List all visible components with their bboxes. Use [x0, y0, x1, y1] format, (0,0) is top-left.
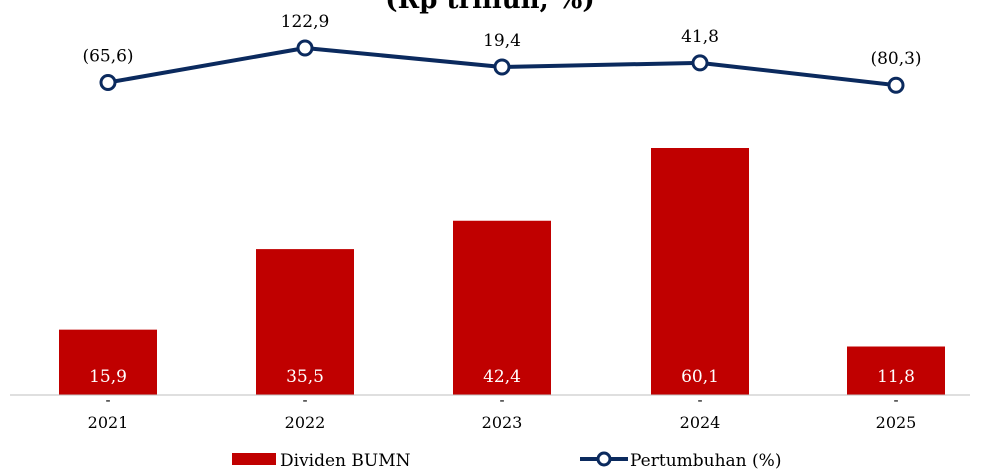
x-axis-ticks: - 2021 - 2022 - 2023 - 2024 - 2025 [88, 391, 917, 432]
bar-2021 [59, 329, 157, 395]
line-marker-dash-2023: - [499, 391, 504, 409]
bar-value-label-2024: 60,1 [681, 367, 719, 387]
bar-value-label-2022: 35,5 [286, 367, 324, 387]
bar-value-label-2025: 11,8 [877, 367, 915, 387]
line-marker-dash-2024: - [697, 391, 702, 409]
legend-label-pertumbuhan: Pertumbuhan (%) [630, 451, 781, 470]
bar-value-label-2023: 42,4 [483, 367, 521, 387]
line-marker-dash-2025: - [893, 391, 898, 409]
growth-value-label-2025: (80,3) [870, 49, 921, 69]
x-tick-label-2023: 2023 [482, 413, 523, 432]
growth-point-2023 [493, 58, 511, 76]
growth-value-label-2024: 41,8 [681, 27, 719, 47]
legend-swatch-dividen [232, 453, 276, 465]
line-marker-dash-2021: - [105, 391, 110, 409]
bar-2022 [256, 249, 354, 395]
bar-value-label-2021: 15,9 [89, 367, 127, 387]
bar-2025 [847, 346, 945, 395]
growth-point-2025 [887, 76, 905, 94]
growth-line-layer: (65,6) 122,9 19,4 41,8 (80,3) [82, 12, 922, 94]
growth-value-label-2022: 122,9 [281, 12, 330, 32]
legend: Dividen BUMN Pertumbuhan (%) [232, 451, 781, 470]
bar-2023 [453, 220, 551, 395]
growth-value-label-2021: (65,6) [82, 47, 133, 67]
growth-point-2022 [296, 39, 314, 57]
x-tick-label-2024: 2024 [680, 413, 721, 432]
growth-point-2024 [691, 54, 709, 72]
x-tick-label-2025: 2025 [876, 413, 917, 432]
x-tick-label-2021: 2021 [88, 413, 129, 432]
legend-swatch-marker [596, 451, 612, 467]
growth-point-2021 [99, 74, 117, 92]
legend-label-dividen: Dividen BUMN [280, 451, 411, 470]
bar-layer: 15,9 35,5 42,4 60,1 11,8 [59, 148, 945, 395]
line-marker-dash-2022: - [302, 391, 307, 409]
bar-2024 [651, 148, 749, 395]
chart-title: (Rp triliun, %) [385, 0, 594, 15]
growth-value-label-2023: 19,4 [483, 31, 521, 51]
x-tick-label-2022: 2022 [285, 413, 326, 432]
